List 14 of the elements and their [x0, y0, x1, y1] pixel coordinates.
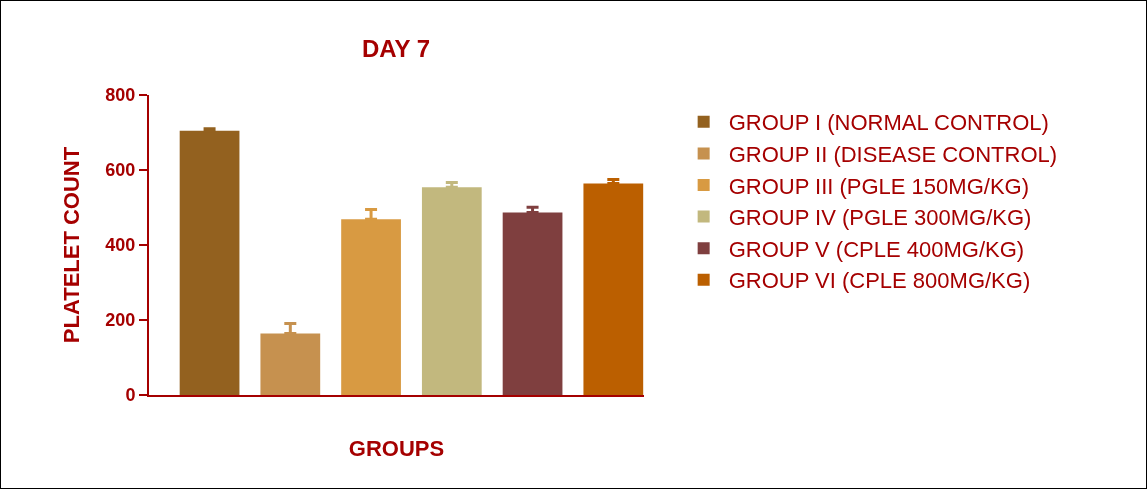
legend-label: GROUP I (NORMAL CONTROL) — [728, 110, 1049, 136]
y-tick-label: 400 — [105, 235, 136, 256]
legend-label: GROUP III (PGLE 150MG/KG) — [728, 173, 1029, 199]
y-axis-title: PLATELET COUNT — [58, 146, 84, 344]
x-axis-title: GROUPS — [348, 436, 445, 462]
y-tick-label: 800 — [105, 85, 136, 106]
y-tick-label: 200 — [105, 310, 136, 331]
y-tick-label: 600 — [105, 160, 136, 181]
chart-title: DAY 7 — [361, 35, 431, 63]
legend-label: GROUP IV (PGLE 300MG/KG) — [728, 205, 1032, 231]
y-tick-label: 0 — [125, 385, 136, 406]
legend-label: GROUP VI (CPLE 800MG/KG) — [728, 268, 1031, 294]
legend-label: GROUP II (DISEASE CONTROL) — [728, 141, 1058, 167]
legend-label: GROUP V (CPLE 400MG/KG) — [728, 236, 1025, 262]
